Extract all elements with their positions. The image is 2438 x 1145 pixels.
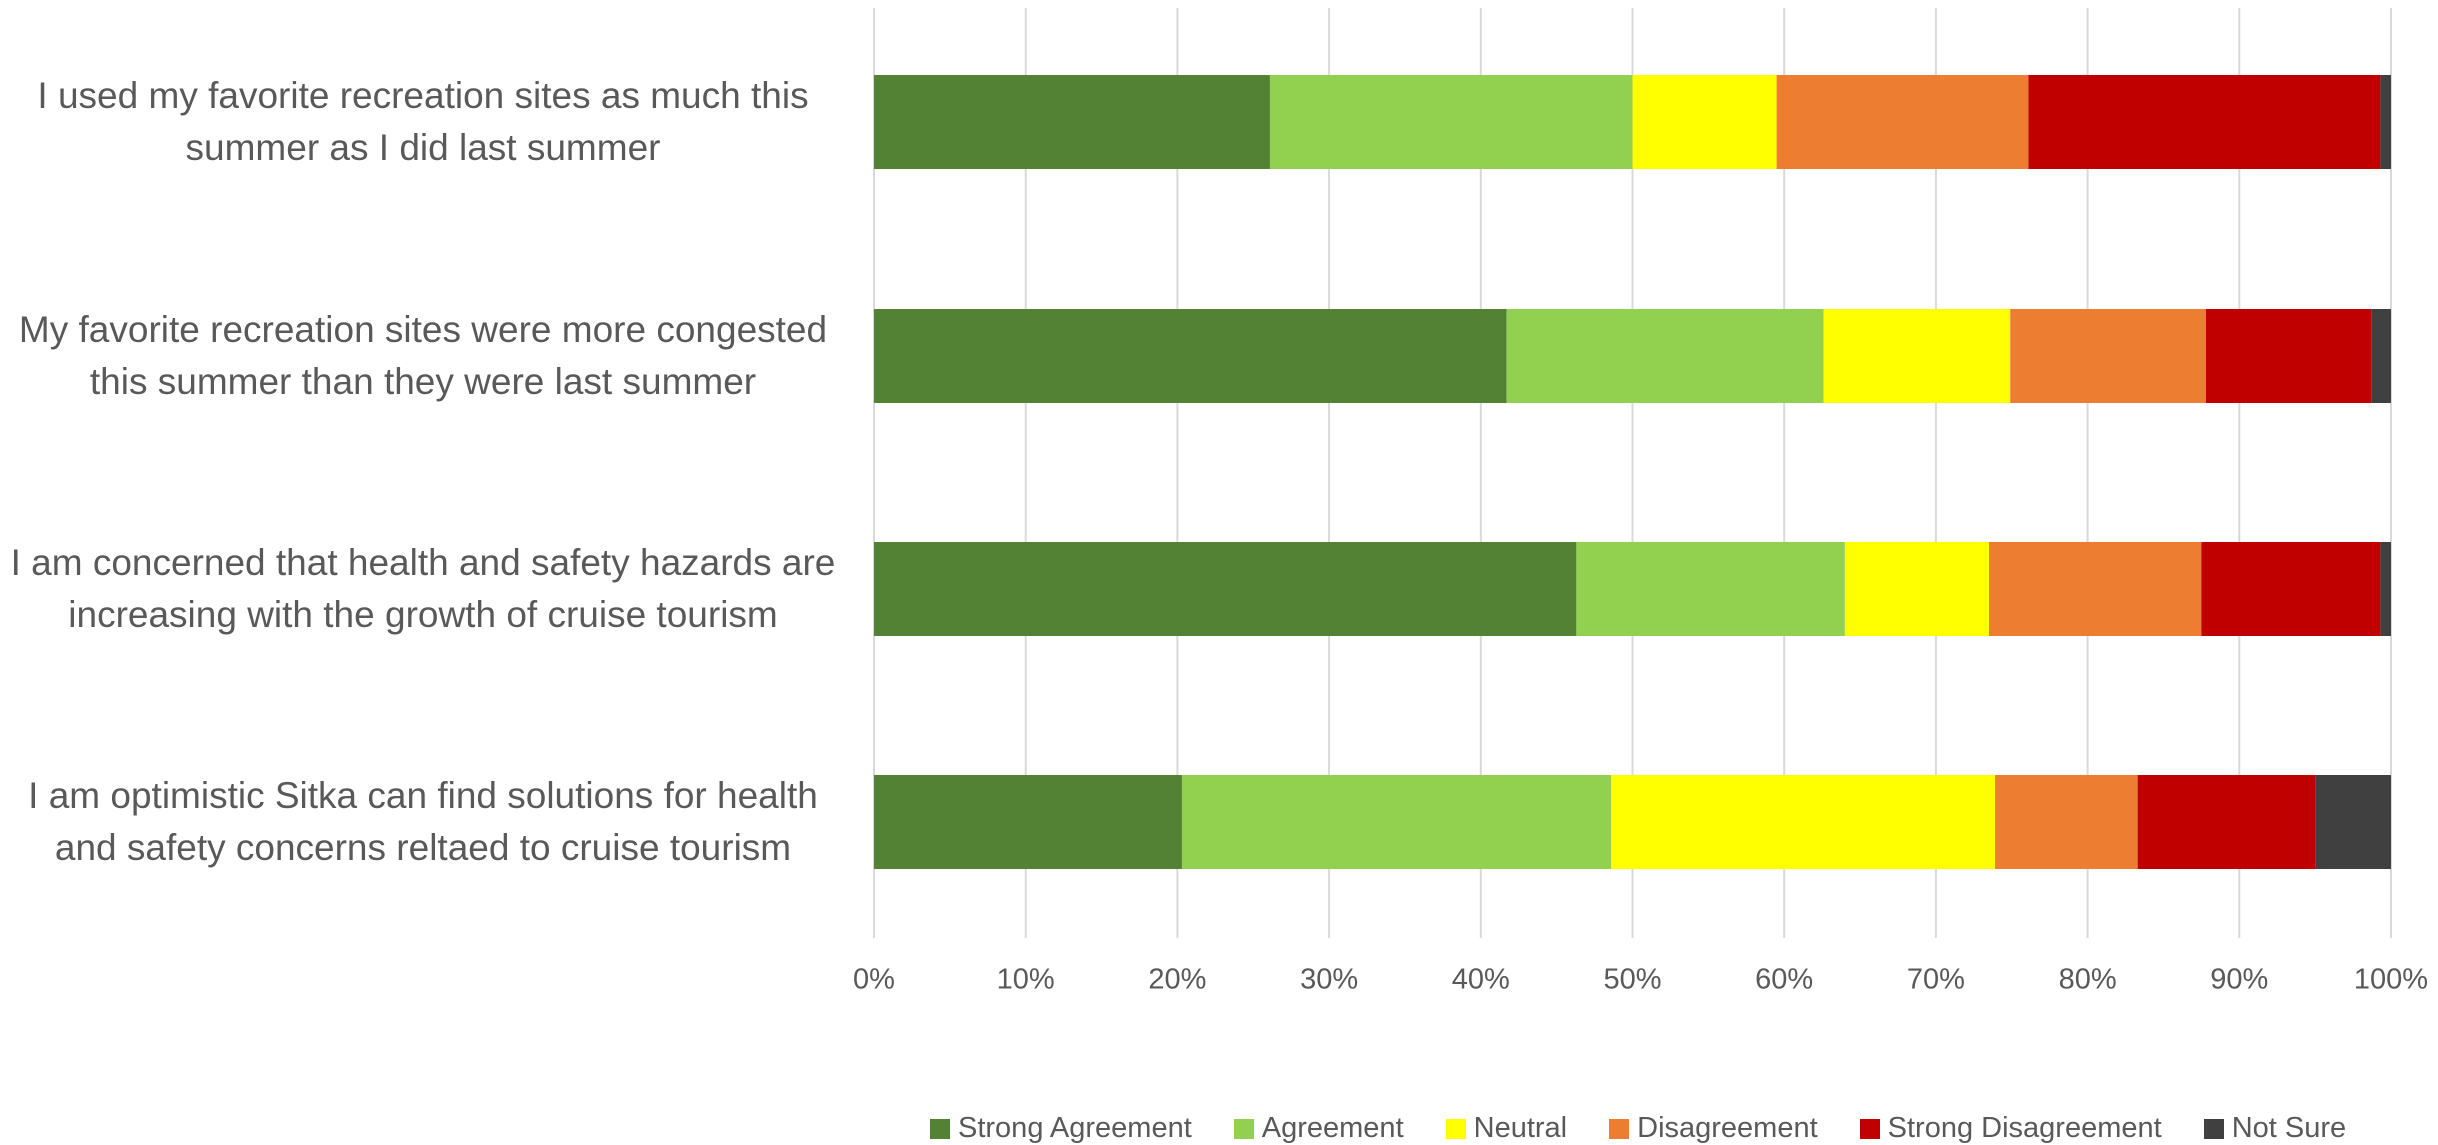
category-label: My favorite recreation sites were more c…: [18, 309, 828, 402]
legend-swatch: [2203, 1118, 2224, 1139]
legend-item: Strong Agreement: [930, 1112, 1192, 1145]
bar-segment: [1844, 542, 1989, 636]
bar-segment: [1269, 75, 1633, 169]
bar-segment: [2371, 309, 2391, 403]
legend-label: Neutral: [1473, 1112, 1568, 1144]
legend-item: Strong Disagreement: [1859, 1112, 2162, 1145]
bar-segment: [1988, 542, 2202, 636]
legend-swatch: [1233, 1118, 1254, 1139]
legend-swatch: [930, 1118, 950, 1139]
x-tick-label: 50%: [1603, 964, 1661, 996]
bar-segment: [2315, 775, 2391, 869]
x-tick-label: 30%: [1300, 964, 1358, 996]
x-tick-label: 80%: [2059, 964, 2117, 996]
legend-item: Disagreement: [1609, 1112, 1818, 1145]
bar-segment: [2010, 309, 2206, 403]
x-tick-label: 10%: [997, 964, 1055, 996]
bar-segment: [2205, 309, 2372, 403]
bar-segment: [1632, 75, 1777, 169]
bar-segment: [2380, 542, 2391, 636]
x-tick-label: 70%: [1907, 964, 1965, 996]
x-tick-label: 40%: [1452, 964, 1510, 996]
category-label: I am optimistic Sitka can find solutions…: [28, 775, 818, 868]
bar-segment: [1823, 309, 2011, 403]
bar-segment: [874, 75, 1270, 169]
bar-segment: [1995, 775, 2138, 869]
bar-segment: [2201, 542, 2381, 636]
legend-item: Neutral: [1445, 1112, 1568, 1145]
bar-segment: [1181, 775, 1612, 869]
category-label: I used my favorite recreation sites as m…: [37, 75, 809, 168]
bar-segment: [1611, 775, 1996, 869]
bar-segment: [874, 309, 1507, 403]
x-tick-label: 0%: [853, 964, 895, 996]
legend-label: Strong Disagreement: [1887, 1112, 2162, 1144]
legend-label: Not Sure: [2231, 1112, 2347, 1144]
bar-segment: [874, 542, 1577, 636]
legend-label: Agreement: [1261, 1112, 1404, 1144]
legend-swatch: [1609, 1118, 1630, 1139]
bar-segment: [1776, 75, 2029, 169]
bar-segment: [2380, 75, 2391, 169]
legend-label: Strong Agreement: [958, 1112, 1192, 1144]
bar-segment: [1576, 542, 1845, 636]
legend: Strong Agreement Agreement Neutral Disagree…: [930, 1112, 2346, 1145]
x-tick-label: 60%: [1755, 964, 1813, 996]
legend-label: Disagreement: [1637, 1112, 1818, 1144]
x-tick-label: 90%: [2210, 964, 2268, 996]
x-tick-label: 100%: [2354, 964, 2428, 996]
bar-segment: [1506, 309, 1824, 403]
legend-item: Not Sure: [2203, 1112, 2347, 1145]
legend-swatch: [1445, 1118, 1466, 1139]
bar-segment: [2028, 75, 2381, 169]
legend-swatch: [1859, 1118, 1880, 1139]
legend-item: Agreement: [1233, 1112, 1404, 1145]
bar-segment: [2137, 775, 2316, 869]
x-tick-label: 20%: [1148, 964, 1206, 996]
category-label: I am concerned that health and safety ha…: [10, 542, 836, 635]
bar-segment: [874, 775, 1182, 869]
